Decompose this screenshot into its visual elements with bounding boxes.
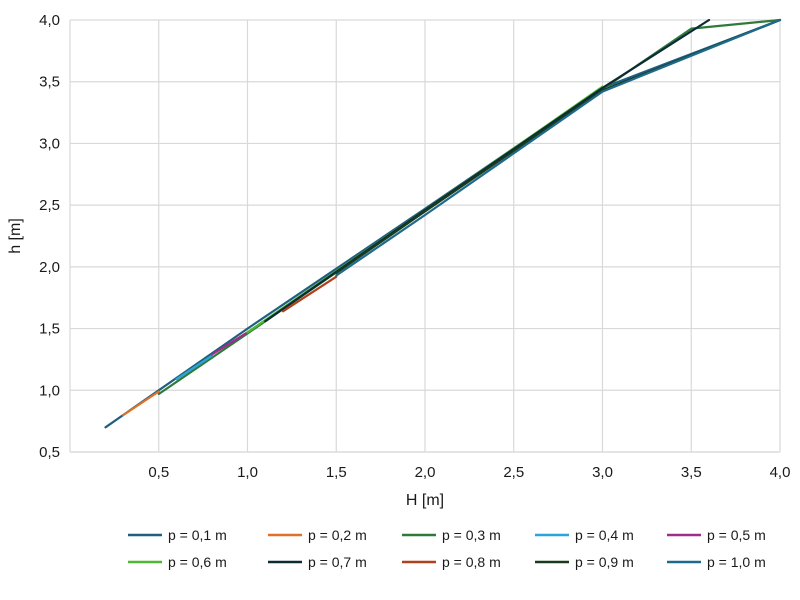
- series-line-3: [157, 18, 782, 396]
- legend-label: p = 0,6 m: [168, 554, 227, 570]
- y-tick-label: 1,0: [39, 382, 60, 399]
- legend-item: p = 0,2 m: [268, 527, 367, 543]
- legend: p = 0,1 m p = 0,2 m p = 0,3 m p = 0,4 m p = …: [128, 527, 766, 570]
- legend-item: p = 0,9 m: [535, 554, 634, 570]
- series-line-1: [104, 18, 782, 429]
- series-line-4: [175, 354, 214, 381]
- legend-label: p = 0,1 m: [168, 527, 227, 543]
- series-line-2: [122, 390, 160, 417]
- series-line-10: [335, 18, 782, 277]
- y-tick-label: 2,5: [39, 197, 60, 214]
- series-lines: [104, 18, 782, 429]
- y-tick-label: 3,5: [39, 74, 60, 91]
- y-tick-label: 4,0: [39, 12, 60, 29]
- legend-label: p = 0,9 m: [575, 554, 634, 570]
- y-tick-label: 0,5: [39, 444, 60, 461]
- x-tick-label: 1,0: [237, 464, 258, 481]
- x-tick-label: 2,5: [503, 464, 524, 481]
- y-tick-label: 3,0: [39, 135, 60, 152]
- legend-label: p = 0,2 m: [308, 527, 367, 543]
- x-tick-label: 0,5: [148, 464, 169, 481]
- legend-item: p = 0,7 m: [268, 554, 367, 570]
- x-tick-label: 3,0: [592, 464, 613, 481]
- y-tick-label: 1,5: [39, 321, 60, 338]
- x-tick-label: 1,5: [326, 464, 347, 481]
- x-axis-title: H [m]: [406, 492, 444, 509]
- y-tick-label: 2,0: [39, 259, 60, 276]
- legend-label: p = 0,3 m: [442, 527, 501, 543]
- legend-item: p = 0,1 m: [128, 527, 227, 543]
- x-tick-label: 2,0: [415, 464, 436, 481]
- legend-item: p = 0,3 m: [402, 527, 501, 543]
- legend-label: p = 0,4 m: [575, 527, 634, 543]
- legend-label: p = 1,0 m: [707, 554, 766, 570]
- legend-label: p = 0,7 m: [308, 554, 367, 570]
- gridlines: [70, 19, 781, 453]
- legend-item: p = 0,6 m: [128, 554, 227, 570]
- legend-item: p = 0,8 m: [402, 554, 501, 570]
- x-tick-label: 4,0: [770, 464, 791, 481]
- legend-item: p = 0,4 m: [535, 527, 634, 543]
- legend-item: p = 1,0 m: [667, 554, 766, 570]
- legend-label: p = 0,5 m: [707, 527, 766, 543]
- legend-label: p = 0,8 m: [442, 554, 501, 570]
- x-tick-label: 3,5: [681, 464, 702, 481]
- y-axis-title: h [m]: [7, 218, 24, 254]
- series-line-5: [210, 331, 249, 356]
- series-line-9: [335, 18, 782, 275]
- legend-item: p = 0,5 m: [667, 527, 766, 543]
- series-line-8: [281, 275, 338, 313]
- axes: 0,5 1,0 1,5 2,0 2,5 3,0 3,5 4,0 0,5 1,0 1,5 2,0 2,5 3…: [39, 12, 790, 481]
